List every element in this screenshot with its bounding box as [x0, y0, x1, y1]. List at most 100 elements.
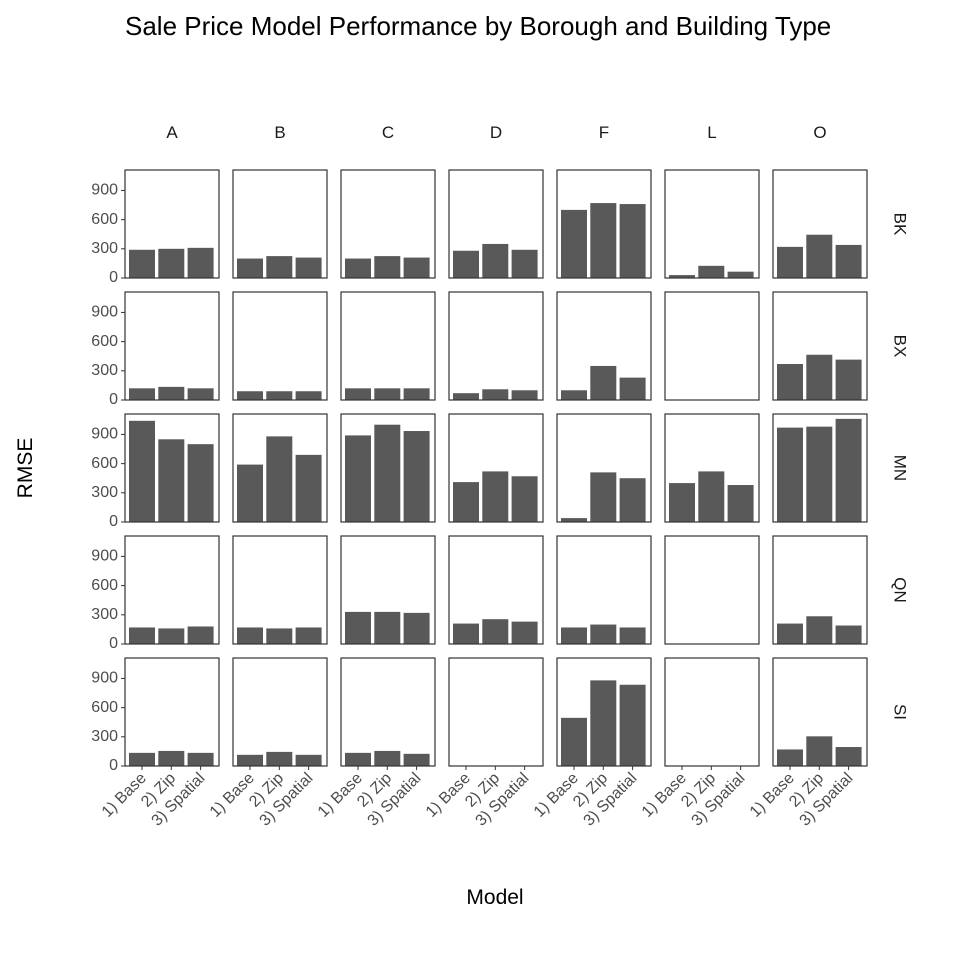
facet-panels: [124, 169, 868, 767]
bar-BX-D-3: [511, 390, 538, 400]
bar-BK-D-3: [511, 249, 538, 278]
panel-SI-F: [556, 657, 652, 767]
panel-border: [664, 657, 760, 767]
bar-BK-F-3: [619, 204, 646, 278]
bar-QN-B-1: [237, 627, 263, 644]
y-tick-label: 300: [91, 606, 118, 623]
x-axis-title: Model: [466, 886, 523, 909]
col-facet-label-C: C: [382, 123, 394, 142]
y-tick-label: 0: [109, 757, 118, 774]
bar-SI-O-3: [835, 747, 862, 766]
panel-BK-D: [448, 169, 544, 279]
panel-border: [340, 291, 436, 401]
panel-border: [556, 535, 652, 645]
bar-BX-C-3: [403, 388, 430, 400]
bar-QN-O-1: [777, 623, 803, 644]
bar-MN-F-1: [561, 518, 587, 522]
panel-SI-D: [448, 657, 544, 767]
bar-QN-A-2: [158, 628, 185, 644]
row-facet-label-QN: QN: [891, 577, 910, 603]
bar-MN-B-2: [266, 436, 293, 522]
panel-BX-A: [124, 291, 220, 401]
panel-MN-B: [232, 413, 328, 523]
panel-MN-F: [556, 413, 652, 523]
y-tick-label: 900: [91, 548, 118, 565]
bar-MN-A-3: [187, 444, 214, 522]
bar-QN-D-2: [482, 619, 509, 644]
bar-BK-O-2: [806, 234, 833, 278]
bar-BK-F-1: [561, 209, 587, 278]
panel-MN-L: [664, 413, 760, 523]
panel-border: [772, 291, 868, 401]
panel-border: [124, 291, 220, 401]
bar-BX-O-3: [835, 359, 862, 400]
panel-QN-A: [124, 535, 220, 645]
bar-BX-F-2: [590, 365, 617, 400]
y-tick-label: 900: [91, 670, 118, 687]
panel-border: [232, 291, 328, 401]
bar-MN-O-1: [777, 427, 803, 522]
bar-MN-L-3: [727, 485, 754, 522]
bar-QN-F-1: [561, 627, 587, 644]
bar-MN-O-2: [806, 426, 833, 522]
panel-SI-O: [772, 657, 868, 767]
panel-BK-B: [232, 169, 328, 279]
bar-QN-O-3: [835, 625, 862, 644]
chart-title: Sale Price Model Performance by Borough …: [125, 11, 831, 41]
bar-BK-B-1: [237, 258, 263, 278]
panel-border: [232, 169, 328, 279]
bar-MN-A-1: [129, 420, 155, 522]
panel-border: [448, 169, 544, 279]
panel-BK-O: [772, 169, 868, 279]
row-facet-label-SI: SI: [891, 704, 910, 720]
row-facet-labels: BK BX MN QN SI: [891, 213, 910, 720]
bar-MN-D-2: [482, 471, 509, 522]
panel-border: [232, 535, 328, 645]
bar-SI-O-1: [777, 749, 803, 766]
y-tick-label: 0: [109, 513, 118, 530]
bar-BX-A-3: [187, 388, 214, 400]
panel-border: [448, 535, 544, 645]
bar-BK-B-2: [266, 256, 293, 278]
bar-SI-B-1: [237, 754, 263, 766]
panel-SI-B: [232, 657, 328, 767]
bar-BK-F-2: [590, 203, 617, 278]
y-tick-label: 600: [91, 455, 118, 472]
bar-QN-C-3: [403, 612, 430, 644]
y-tick-label: 300: [91, 484, 118, 501]
y-tick-label: 0: [109, 269, 118, 286]
bar-SI-B-2: [266, 751, 293, 766]
panel-border: [772, 535, 868, 645]
bar-QN-C-1: [345, 611, 371, 644]
panel-border: [124, 413, 220, 523]
panel-border: [448, 291, 544, 401]
y-tick-label: 300: [91, 240, 118, 257]
bar-BX-O-1: [777, 364, 803, 400]
panel-MN-A: [124, 413, 220, 523]
panel-MN-C: [340, 413, 436, 523]
panel-BX-L: [664, 291, 760, 401]
y-tick-label: 900: [91, 426, 118, 443]
bar-SI-A-2: [158, 750, 185, 766]
bar-MN-L-2: [698, 471, 725, 522]
bar-BX-O-2: [806, 354, 833, 400]
bar-BK-O-1: [777, 246, 803, 278]
row-facet-label-MN: MN: [891, 455, 910, 481]
bar-BK-L-1: [669, 275, 695, 278]
row-facet-label-BX: BX: [891, 335, 910, 358]
bar-SI-C-3: [403, 753, 430, 766]
y-tick-label: 600: [91, 577, 118, 594]
bar-MN-F-3: [619, 478, 646, 522]
bar-SI-A-3: [187, 752, 214, 766]
panel-BK-C: [340, 169, 436, 279]
y-tick-label: 300: [91, 362, 118, 379]
bar-BK-B-3: [295, 257, 322, 278]
panel-QN-D: [448, 535, 544, 645]
bar-BK-C-3: [403, 257, 430, 278]
col-facet-label-D: D: [490, 123, 502, 142]
bar-QN-B-3: [295, 627, 322, 644]
panel-border: [772, 657, 868, 767]
bar-BK-C-2: [374, 256, 401, 278]
bar-MN-D-1: [453, 482, 479, 522]
